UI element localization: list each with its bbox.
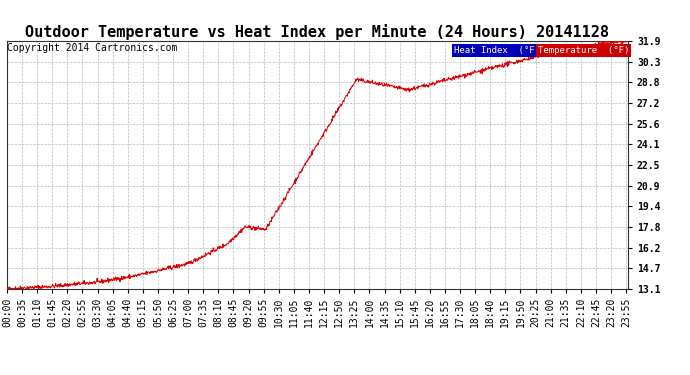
Text: Temperature  (°F): Temperature (°F) xyxy=(538,46,629,55)
Text: Heat Index  (°F): Heat Index (°F) xyxy=(454,46,540,55)
Text: Copyright 2014 Cartronics.com: Copyright 2014 Cartronics.com xyxy=(7,43,177,52)
Title: Outdoor Temperature vs Heat Index per Minute (24 Hours) 20141128: Outdoor Temperature vs Heat Index per Mi… xyxy=(26,24,609,40)
